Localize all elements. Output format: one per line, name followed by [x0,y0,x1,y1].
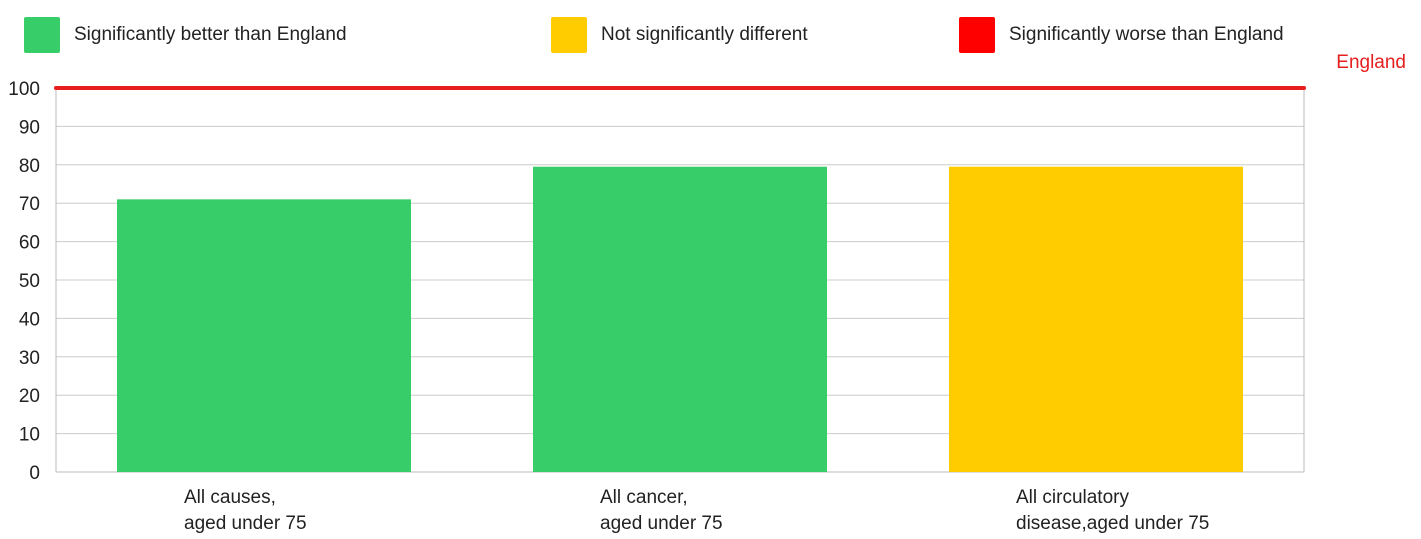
y-tick-label: 80 [19,156,40,177]
y-tick-label: 50 [19,271,40,292]
bar [533,166,827,472]
legend-item-better: Significantly better than England [24,16,347,54]
y-tick-label: 90 [19,117,40,138]
y-tick-label: 60 [19,233,40,254]
legend-swatch-better [24,17,60,53]
y-tick-label: 30 [19,348,40,369]
bar [117,199,411,473]
legend-swatch-not-different [551,17,587,53]
bar [949,166,1243,472]
y-tick-label: 20 [19,386,40,407]
x-tick-label: aged under 75 [184,513,307,534]
x-tick-label: All cancer, [600,487,688,508]
legend-label-not-different: Not significantly different [601,24,808,45]
y-tick-label: 0 [29,463,40,484]
legend-item-not-different: Not significantly different [551,16,808,54]
legend-label-worse: Significantly worse than England [1009,24,1284,45]
legend-item-worse: Significantly worse than England [959,16,1284,54]
england-reference-label: England [1336,52,1406,73]
x-tick-label: aged under 75 [600,513,723,534]
y-tick-label: 100 [8,79,40,100]
y-tick-label: 70 [19,194,40,215]
x-tick-label: All circulatory [1016,487,1129,508]
legend-swatch-worse [959,17,995,53]
y-tick-label: 10 [19,425,40,446]
legend-label-better: Significantly better than England [74,24,347,45]
y-tick-label: 40 [19,309,40,330]
x-tick-label: disease,aged under 75 [1016,513,1209,534]
x-tick-label: All causes, [184,487,276,508]
